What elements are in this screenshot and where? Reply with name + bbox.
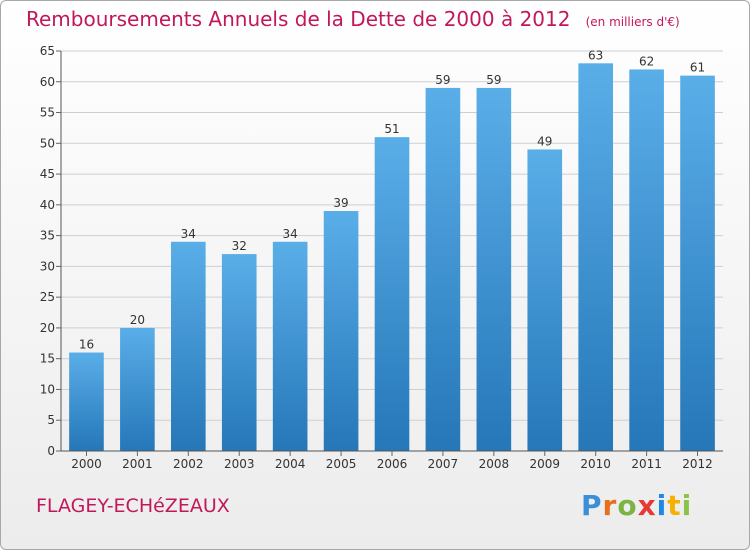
logo-letter: o [617, 489, 638, 522]
bar-2007 [425, 87, 461, 451]
y-tick-label: 65 [40, 44, 55, 58]
y-tick-label: 50 [40, 136, 55, 150]
data-label: 59 [435, 73, 450, 87]
commune-name: FLAGEY-ECHéZEAUX [36, 495, 230, 517]
label-layer: 16 20 34 32 34 39 51 59 59 49 63 62 61 [79, 48, 705, 351]
data-label: 49 [537, 134, 552, 148]
y-tick-label: 25 [40, 290, 55, 304]
proxiti-logo: Proxiti [581, 489, 692, 522]
bar-2005 [323, 211, 359, 451]
x-tick-label: 2012 [682, 457, 713, 471]
y-tick-label: 35 [40, 229, 55, 243]
bar-2012 [680, 75, 715, 451]
x-tick-label: 2010 [580, 457, 611, 471]
y-tick-label: 5 [47, 413, 55, 427]
data-label: 63 [588, 48, 603, 62]
bar-2004 [272, 241, 308, 451]
x-tick-label: 2003 [224, 457, 255, 471]
chart-title: Remboursements Annuels de la Dette de 20… [26, 7, 571, 31]
data-label: 20 [130, 313, 145, 327]
x-tick-label: 2007 [428, 457, 459, 471]
bar-2001 [120, 327, 155, 451]
x-tick-label: 2000 [71, 457, 102, 471]
bar-2009 [527, 149, 563, 451]
bar-2002 [170, 241, 206, 451]
x-tick-label: 2002 [173, 457, 204, 471]
y-tick-label: 60 [40, 75, 55, 89]
data-label: 32 [232, 239, 247, 253]
data-label: 34 [181, 227, 196, 241]
y-tick-label: 0 [47, 444, 55, 458]
axis-layer: 0 5 10 15 20 25 30 35 40 45 50 55 60 65 2000 2001 2002 20… [40, 44, 723, 471]
logo-letter: x [637, 489, 657, 522]
data-label: 51 [384, 122, 399, 136]
x-tick-label: 2009 [529, 457, 560, 471]
x-tick-label: 2006 [377, 457, 408, 471]
data-label: 39 [333, 196, 348, 210]
logo-letter: t [667, 489, 682, 522]
y-tick-label: 40 [40, 198, 55, 212]
x-tick-label: 2001 [122, 457, 153, 471]
y-tick-label: 45 [40, 167, 55, 181]
chart-subtitle: (en milliers d'€) [585, 15, 680, 29]
bar-2000 [69, 352, 104, 451]
title-row: Remboursements Annuels de la Dette de 20… [26, 7, 680, 31]
data-label: 62 [639, 54, 654, 68]
logo-letter: P [581, 489, 603, 522]
bar-2006 [374, 137, 410, 451]
bar-2003 [221, 254, 257, 451]
logo-letter: r [602, 489, 618, 522]
y-tick-label: 55 [40, 106, 55, 120]
bar-2008 [476, 87, 512, 451]
bar-2011 [629, 69, 664, 451]
data-label: 34 [283, 227, 298, 241]
data-label: 59 [486, 73, 501, 87]
data-label: 16 [79, 338, 94, 352]
y-tick-label: 10 [40, 382, 55, 396]
y-tick-label: 30 [40, 259, 55, 273]
x-tick-label: 2004 [275, 457, 306, 471]
logo-letter: i [656, 489, 668, 522]
y-tick-label: 20 [40, 321, 55, 335]
y-tick-label: 15 [40, 352, 55, 366]
bar-2010 [578, 63, 614, 452]
bar-layer [69, 63, 715, 452]
x-tick-label: 2011 [631, 457, 662, 471]
x-tick-label: 2005 [326, 457, 357, 471]
x-tick-label: 2008 [479, 457, 510, 471]
data-label: 61 [690, 61, 705, 75]
logo-letter: i [681, 489, 693, 522]
